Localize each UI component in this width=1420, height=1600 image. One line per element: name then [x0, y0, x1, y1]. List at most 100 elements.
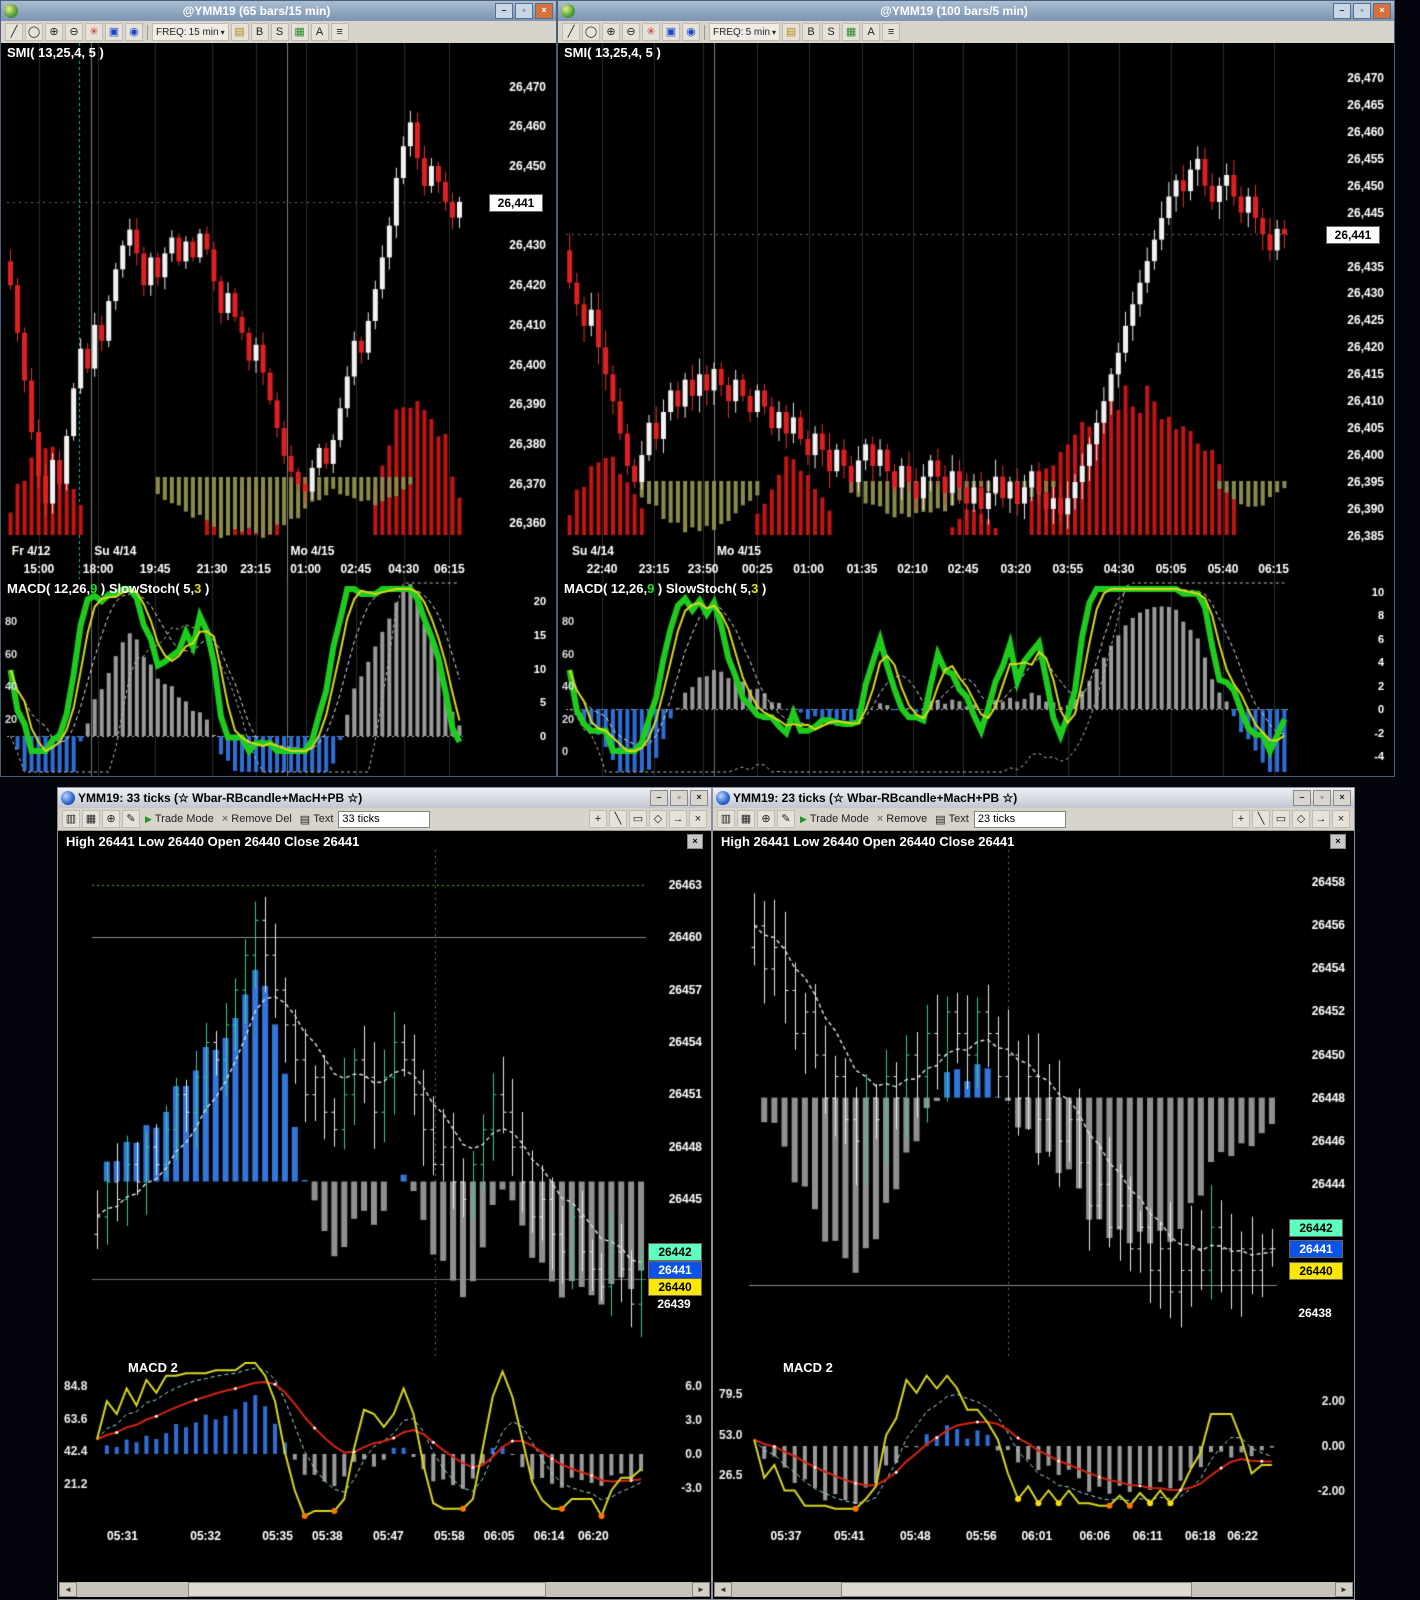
grid-icon[interactable]: ▦ [737, 810, 755, 828]
zoom-in-icon[interactable]: ⊕ [602, 23, 620, 41]
text-tool-button[interactable]: ▤ Text [299, 813, 334, 826]
diamond-tool-icon[interactable]: ◇ [1292, 810, 1310, 828]
tick-chart-canvas[interactable] [713, 850, 1354, 1356]
frequency-value: 15 min [188, 26, 219, 38]
line-draw-icon[interactable]: ╲ [609, 810, 627, 828]
trade-mode-button[interactable]: ▶ Trade Mode [145, 813, 214, 825]
ticks-input[interactable] [338, 810, 431, 828]
pattern-icon[interactable]: ✳ [642, 23, 660, 41]
chevron-down-icon: ▾ [220, 27, 225, 37]
menu-icon[interactable]: ≡ [330, 23, 349, 41]
menu-icon[interactable]: ≡ [882, 23, 901, 41]
minimize-button[interactable]: – [1333, 3, 1351, 19]
trade-mode-button[interactable]: ▶ Trade Mode [800, 813, 869, 825]
chart-window-5min: @YMM19 (100 bars/5 min) – ▫ × ╱ ◯ ⊕ ⊖ ✳ … [557, 0, 1395, 777]
candle-chart-icon[interactable]: ▥ [717, 810, 735, 828]
arrow-tool-icon[interactable]: → [669, 810, 687, 828]
tick-chart-window-33: YMM19: 33 ticks (☆ Wbar-RBcandle+MacH+PB… [57, 787, 712, 1600]
text-tool-button[interactable]: ▤ Text [935, 813, 969, 826]
frequency-dropdown[interactable]: FREQ: 5 min ▾ [709, 23, 781, 41]
scroll-left-icon[interactable]: ◄ [714, 1582, 732, 1597]
minimize-button[interactable]: – [495, 3, 513, 19]
remove-button[interactable]: × Remove Del [221, 813, 292, 825]
restore-button[interactable]: ▫ [1313, 790, 1331, 806]
indicator-chart-canvas[interactable] [1, 579, 556, 776]
titlebar[interactable]: YMM19: 33 ticks (☆ Wbar-RBcandle+MacH+PB… [58, 788, 711, 808]
grid-icon[interactable]: ▦ [290, 23, 309, 41]
toolbar-close-icon[interactable]: × [689, 810, 707, 828]
minimize-button[interactable]: – [650, 790, 668, 806]
scroll-left-icon[interactable]: ◄ [59, 1582, 77, 1597]
save-icon[interactable]: ▣ [662, 23, 680, 41]
close-button[interactable]: × [1373, 3, 1391, 19]
line-tool-icon[interactable]: ╱ [5, 23, 23, 41]
folder-icon[interactable]: ▤ [782, 23, 801, 41]
close-button[interactable]: × [1333, 790, 1351, 806]
pencil-icon[interactable]: ✎ [122, 810, 140, 828]
scrollbar-thumb[interactable] [187, 1582, 547, 1597]
font-button[interactable]: A [862, 23, 881, 41]
toolbar-close-icon[interactable]: × [1332, 810, 1350, 828]
save-icon[interactable]: ▣ [105, 23, 123, 41]
tick-chart-canvas[interactable] [58, 850, 711, 1356]
titlebar[interactable]: @YMM19 (100 bars/5 min) – ▫ × [558, 1, 1394, 21]
macd2-canvas[interactable] [58, 1356, 711, 1548]
pin-icon[interactable]: ◉ [125, 23, 143, 41]
horizontal-scrollbar[interactable]: ◄ ► [714, 1582, 1353, 1597]
arrow-tool-icon[interactable]: → [1312, 810, 1330, 828]
crosshair-icon[interactable]: + [589, 810, 607, 828]
buy-button[interactable]: B [802, 23, 821, 41]
grid-icon[interactable]: ▦ [82, 810, 100, 828]
zoom-in-icon[interactable]: ⊕ [102, 810, 120, 828]
panel-close-button[interactable]: × [1330, 833, 1346, 849]
grid-icon[interactable]: ▦ [842, 23, 861, 41]
indicator-label: SMI( 13,25,4, 5 ) [564, 45, 661, 60]
zoom-out-icon[interactable]: ⊖ [65, 23, 83, 41]
scroll-right-icon[interactable]: ► [1335, 1582, 1353, 1597]
line-draw-icon[interactable]: ╲ [1252, 810, 1270, 828]
zoom-out-icon[interactable]: ⊖ [622, 23, 640, 41]
candle-chart-icon[interactable]: ▥ [62, 810, 80, 828]
frequency-dropdown[interactable]: FREQ: 15 min ▾ [152, 23, 229, 41]
restore-button[interactable]: ▫ [1353, 3, 1371, 19]
titlebar[interactable]: YMM19: 23 ticks (☆ Wbar-RBcandle+MacH+PB… [713, 788, 1354, 808]
rect-tool-icon[interactable]: ▭ [629, 810, 647, 828]
pencil-icon[interactable]: ✎ [777, 810, 795, 828]
titlebar[interactable]: @YMM19 (65 bars/15 min) – ▫ × [1, 1, 556, 21]
line-tool-icon[interactable]: ╱ [562, 23, 580, 41]
pattern-icon[interactable]: ✳ [85, 23, 103, 41]
price-chart-canvas[interactable] [558, 43, 1394, 579]
macd2-canvas[interactable] [713, 1356, 1354, 1548]
buy-button[interactable]: B [250, 23, 269, 41]
zoom-in-icon[interactable]: ⊕ [45, 23, 63, 41]
pin-icon[interactable]: ◉ [682, 23, 700, 41]
scrollbar-track[interactable] [77, 1582, 692, 1597]
close-button[interactable]: × [690, 790, 708, 806]
scrollbar-thumb[interactable] [840, 1582, 1193, 1597]
ticks-input[interactable] [973, 810, 1066, 828]
scroll-right-icon[interactable]: ► [692, 1582, 710, 1597]
diamond-tool-icon[interactable]: ◇ [649, 810, 667, 828]
close-button[interactable]: × [535, 3, 553, 19]
sell-button[interactable]: S [270, 23, 289, 41]
zoom-in-icon[interactable]: ⊕ [757, 810, 775, 828]
scrollbar-track[interactable] [732, 1582, 1335, 1597]
chevron-down-icon: ▾ [772, 27, 777, 37]
rect-tool-icon[interactable]: ▭ [1272, 810, 1290, 828]
sell-button[interactable]: S [822, 23, 841, 41]
price-chart-canvas[interactable] [1, 43, 556, 579]
restore-button[interactable]: ▫ [515, 3, 533, 19]
ellipse-tool-icon[interactable]: ◯ [25, 23, 43, 41]
folder-icon[interactable]: ▤ [230, 23, 249, 41]
frequency-label: FREQ: [713, 26, 744, 38]
panel-close-button[interactable]: × [687, 833, 703, 849]
indicator-chart-canvas[interactable] [558, 579, 1394, 776]
remove-button[interactable]: × Remove [876, 813, 928, 825]
price-tag: 26438 [1298, 1306, 1332, 1320]
horizontal-scrollbar[interactable]: ◄ ► [59, 1582, 710, 1597]
ellipse-tool-icon[interactable]: ◯ [582, 23, 600, 41]
minimize-button[interactable]: – [1293, 790, 1311, 806]
font-button[interactable]: A [310, 23, 329, 41]
crosshair-icon[interactable]: + [1232, 810, 1250, 828]
restore-button[interactable]: ▫ [670, 790, 688, 806]
